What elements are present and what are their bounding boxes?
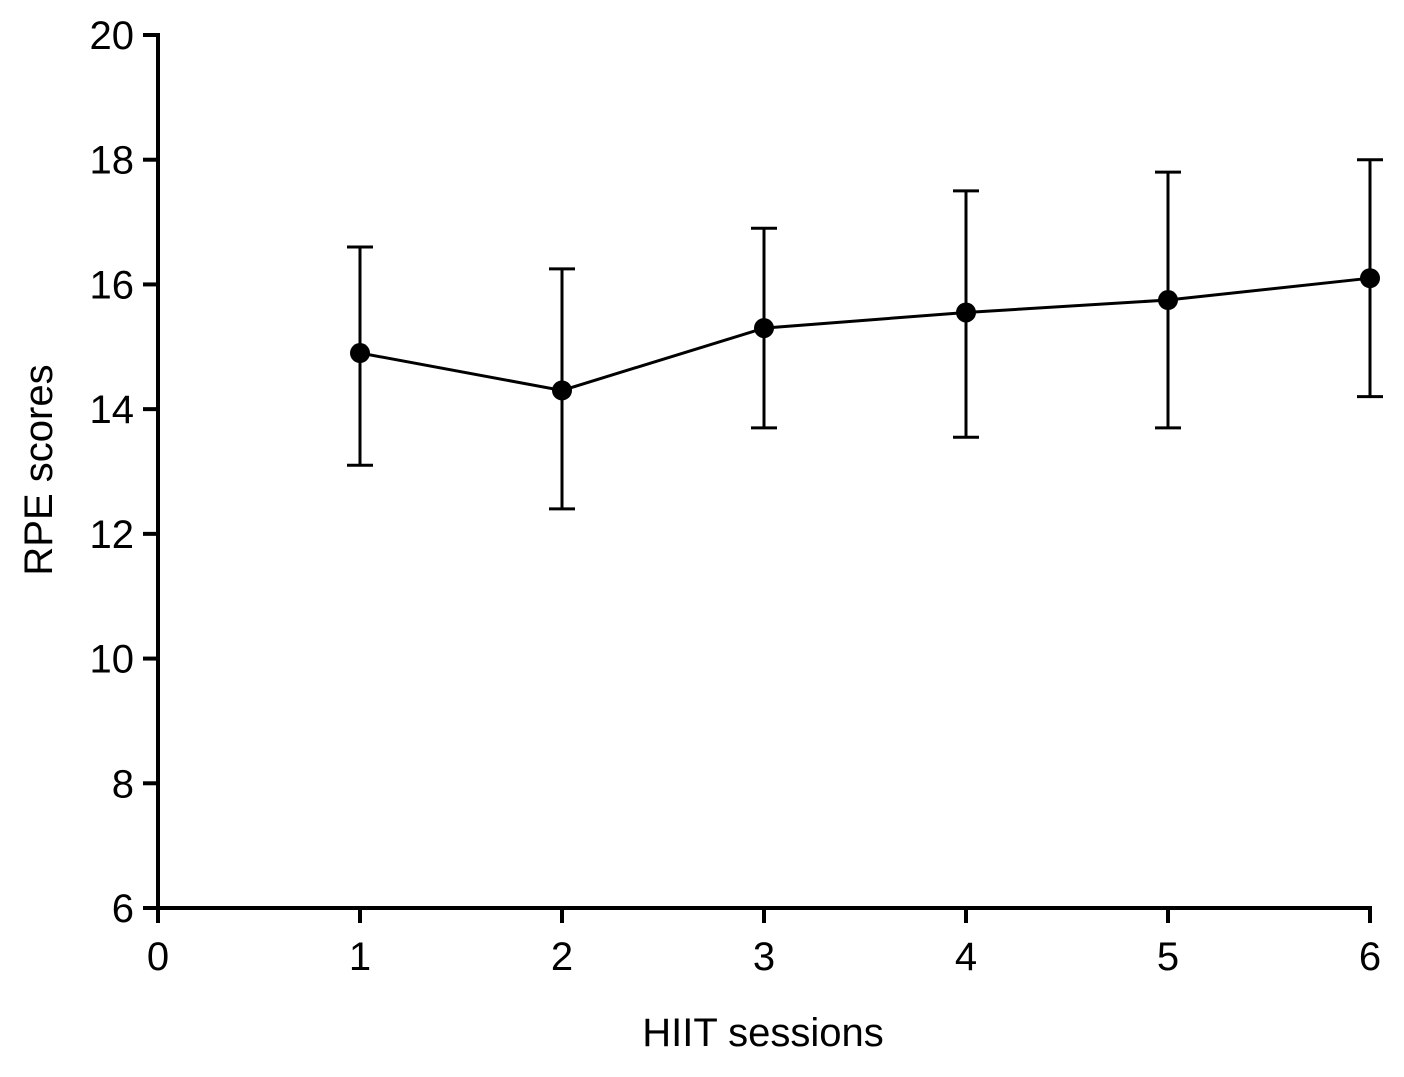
data-point — [754, 318, 774, 339]
y-tick-labels: 6 8 10 12 14 16 18 20 — [90, 14, 135, 931]
data-point — [956, 302, 976, 323]
data-line — [359, 276, 1371, 392]
y-axis-title: RPE scores — [17, 364, 61, 575]
x-tick-label: 2 — [551, 935, 573, 979]
error-bars — [347, 158, 1383, 511]
y-tick-label: 10 — [90, 638, 135, 682]
y-ticks — [143, 33, 158, 910]
x-tick-label: 1 — [349, 935, 371, 979]
axes — [156, 33, 1372, 921]
y-tick-label: 8 — [112, 762, 134, 806]
x-axis-title: HIIT sessions — [642, 1011, 884, 1055]
y-tick-label: 16 — [90, 263, 135, 307]
y-tick-label: 6 — [112, 887, 134, 931]
data-points — [350, 268, 1380, 401]
y-tick-label: 20 — [90, 14, 135, 58]
x-tick-label: 6 — [1359, 935, 1381, 979]
y-tick-label: 18 — [90, 139, 135, 183]
data-point — [552, 380, 572, 401]
x-tick-label: 0 — [147, 935, 169, 979]
data-line-group — [359, 276, 1371, 392]
x-tick-label: 3 — [753, 935, 775, 979]
data-point — [350, 343, 370, 364]
x-tick-labels: 0 1 2 3 4 5 6 — [147, 935, 1381, 979]
x-tick-label: 5 — [1157, 935, 1179, 979]
data-point — [1360, 268, 1380, 289]
data-point — [1158, 290, 1178, 311]
y-tick-label: 12 — [90, 513, 135, 557]
x-tick-label: 4 — [955, 935, 977, 979]
x-ticks — [156, 908, 1372, 923]
y-tick-label: 14 — [90, 388, 135, 432]
